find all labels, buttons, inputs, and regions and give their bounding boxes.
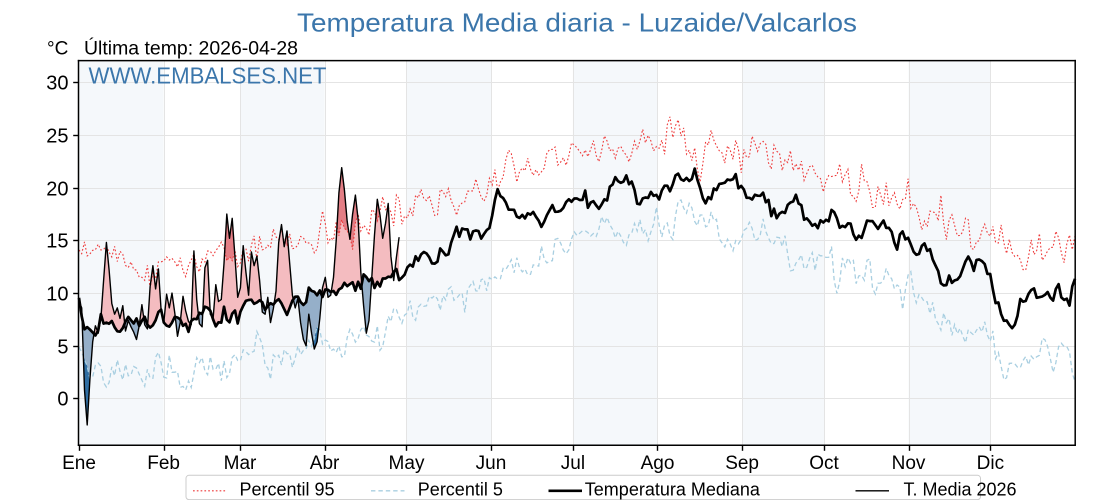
svg-text:Última temp: 2026-04-28: Última temp: 2026-04-28 <box>84 38 298 60</box>
svg-text:Mar: Mar <box>224 453 257 474</box>
svg-text:Abr: Abr <box>310 453 340 474</box>
svg-text:15: 15 <box>46 230 68 252</box>
svg-text:Jun: Jun <box>476 453 507 474</box>
svg-text:°C: °C <box>47 39 68 60</box>
svg-text:Percentil 5: Percentil 5 <box>418 480 503 500</box>
svg-text:20: 20 <box>46 178 68 200</box>
svg-text:10: 10 <box>46 283 68 305</box>
svg-text:Ago: Ago <box>641 453 675 474</box>
svg-text:0: 0 <box>57 388 68 410</box>
svg-text:25: 25 <box>46 125 68 147</box>
svg-text:30: 30 <box>46 72 68 94</box>
svg-text:May: May <box>389 453 425 474</box>
svg-text:T. Media 2026: T. Media 2026 <box>904 480 1017 500</box>
svg-text:Dic: Dic <box>977 453 1004 474</box>
svg-text:Sep: Sep <box>725 453 759 474</box>
svg-text:Temperatura Mediana: Temperatura Mediana <box>585 480 761 500</box>
svg-text:Percentil 95: Percentil 95 <box>240 480 335 500</box>
svg-text:Oct: Oct <box>809 453 839 474</box>
svg-text:WWW.EMBALSES.NET: WWW.EMBALSES.NET <box>89 63 327 89</box>
svg-text:5: 5 <box>57 336 68 358</box>
svg-text:Temperatura Media diaria - Luz: Temperatura Media diaria - Luzaide/Valca… <box>297 8 857 38</box>
svg-text:Ene: Ene <box>62 453 96 474</box>
svg-text:Feb: Feb <box>147 453 180 474</box>
svg-text:Jul: Jul <box>561 453 585 474</box>
svg-text:Nov: Nov <box>892 453 926 474</box>
